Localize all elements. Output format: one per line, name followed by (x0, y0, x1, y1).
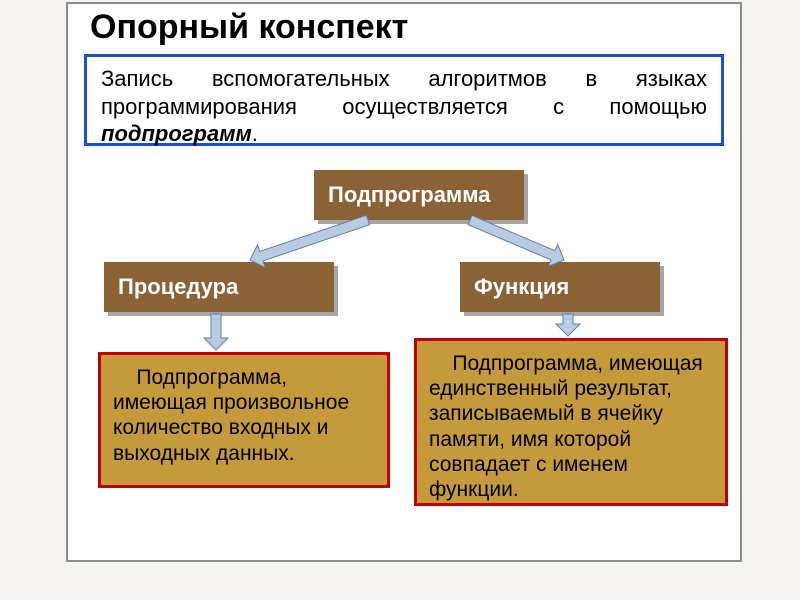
definition-emph: подпрограмм (101, 121, 252, 146)
definition-suffix: . (252, 121, 258, 146)
desc-function-text: Подпрограмма, имеющая единственный резул… (429, 352, 703, 501)
desc-procedure-text: Подпрограмма, имеющая произвольное колич… (113, 366, 349, 465)
arrow-root-to-procedure (236, 206, 382, 274)
arrow-function-to-desc (554, 300, 582, 350)
definition-box: Запись вспомогательных алгоритмов в язык… (84, 54, 724, 146)
arrow-procedure-to-desc (202, 300, 230, 364)
desc-procedure: Подпрограмма, имеющая произвольное колич… (98, 352, 390, 488)
definition-prefix: Запись вспомогательных алгоритмов в язык… (101, 66, 707, 119)
desc-function: Подпрограмма, имеющая единственный резул… (414, 338, 728, 506)
arrow-root-to-function (456, 206, 578, 274)
page-title: Опорный конспект (90, 8, 408, 47)
